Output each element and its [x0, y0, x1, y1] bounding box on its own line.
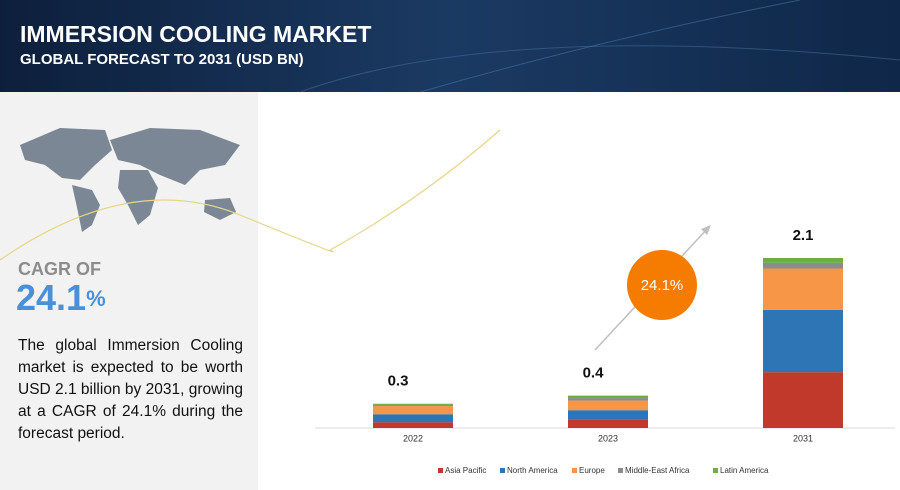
bar-segment — [373, 406, 453, 415]
bar-segment — [373, 404, 453, 407]
bar-segment — [568, 410, 648, 420]
cagr-label: CAGR OF — [18, 259, 101, 279]
bar-segment — [568, 395, 648, 399]
legend-label: Latin America — [720, 466, 769, 475]
x-tick-label: 2031 — [793, 433, 813, 443]
bar-segment — [568, 400, 648, 411]
cagr-value: 24.1% — [16, 277, 106, 318]
cagr-bubble-label: 24.1% — [641, 277, 684, 294]
bar-segment — [763, 268, 843, 310]
title: IMMERSION COOLING MARKET — [20, 21, 371, 47]
header-decor — [419, 0, 801, 93]
decor-curve — [0, 129, 501, 261]
bar-segment — [373, 403, 453, 405]
total-label: 0.4 — [583, 365, 605, 382]
cagr-bubble — [627, 250, 697, 320]
world-map — [20, 128, 240, 232]
legend-label: North America — [507, 466, 558, 475]
description: The global Immersion Cooling market is e… — [18, 337, 243, 442]
bar-segment — [568, 419, 648, 428]
legend-swatch — [572, 468, 577, 473]
legend-swatch — [438, 468, 443, 473]
header-band — [0, 0, 900, 92]
header-decor — [299, 45, 900, 93]
x-tick-label: 2023 — [598, 433, 618, 443]
cagr-number: 24.1 — [16, 277, 86, 318]
legend-swatch — [500, 468, 505, 473]
bar-segment — [763, 309, 843, 373]
cagr-unit: % — [86, 286, 106, 311]
legend-swatch — [618, 468, 623, 473]
bar-segment — [373, 422, 453, 428]
cagr-arrowhead — [701, 225, 711, 235]
bar-segment — [763, 258, 843, 263]
legend-label: Middle-East Africa — [625, 466, 690, 475]
bar-segment — [763, 372, 843, 428]
x-tick-label: 2022 — [403, 433, 423, 443]
bar-segment — [763, 262, 843, 269]
legend-swatch — [713, 468, 718, 473]
total-label: 0.3 — [388, 373, 409, 390]
total-label: 2.1 — [793, 227, 814, 244]
legend-label: Europe — [579, 466, 605, 475]
subtitle: GLOBAL FORECAST TO 2031 (USD BN) — [20, 51, 304, 68]
bar-segment — [568, 398, 648, 401]
legend-label: Asia Pacific — [445, 466, 486, 475]
bar-segment — [373, 414, 453, 423]
